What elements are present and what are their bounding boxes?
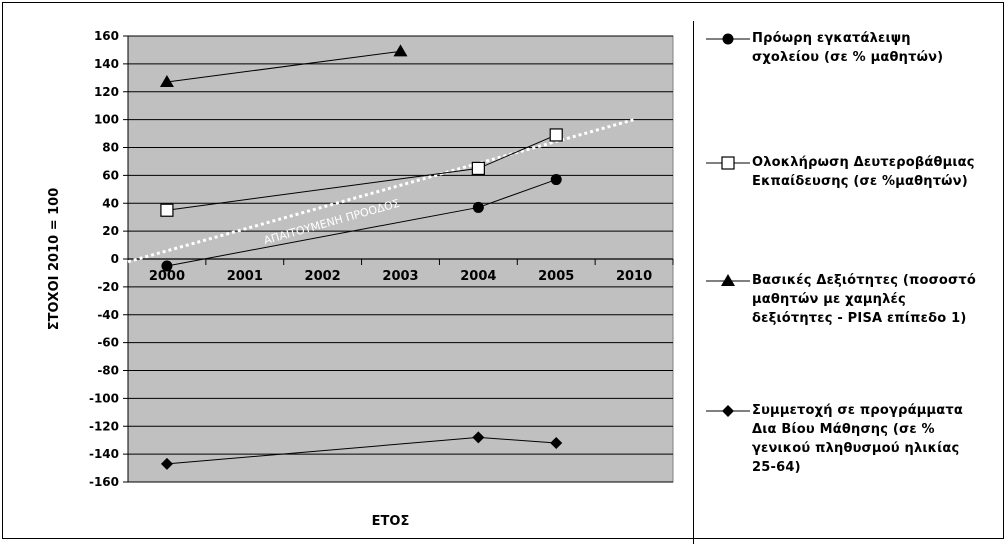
y-tick-label: -80	[97, 364, 119, 378]
data-point-square	[549, 128, 563, 142]
y-tick-label: -40	[97, 308, 119, 322]
data-point-circle	[472, 201, 484, 213]
legend: Πρόωρη εγκατάλειψη σχολείου (σε % μαθητώ…	[693, 21, 1007, 544]
y-tick-label: -60	[97, 336, 119, 350]
y-tick-label: 0	[111, 252, 119, 266]
y-tick-label: -120	[89, 419, 119, 433]
y-tick-label: 20	[102, 224, 119, 238]
legend-symbol-circle	[694, 31, 752, 47]
y-tick-label: 40	[102, 196, 119, 210]
data-point-diamond	[160, 457, 173, 470]
x-tick-label: 2005	[538, 269, 574, 284]
legend-symbol-diamond	[694, 403, 752, 419]
data-point-square	[160, 203, 174, 217]
y-tick-label: -100	[89, 391, 119, 405]
data-point-square	[471, 161, 485, 176]
legend-label: Πρόωρη εγκατάλειψη σχολείου (σε % μαθητώ…	[752, 31, 944, 65]
x-tick-label: 2001	[227, 269, 263, 284]
y-tick-label: 140	[94, 57, 119, 71]
legend-symbol-triangle	[694, 273, 752, 289]
reference-line	[127, 118, 635, 264]
line-chart: 160 140 120 100 80 60 40 20 0 -20 -40 -60 -80 -100 -12…	[47, 29, 674, 529]
series-line-3	[166, 50, 401, 83]
legend-diamond-icon	[722, 405, 734, 417]
legend-label: Ολοκλήρωση Δευτεροβάθμιας Εκπαίδευσης (σ…	[752, 155, 975, 189]
legend-item: Συμμετοχή σε προγράμματα Δια Βίου Μάθηση…	[694, 401, 1007, 477]
data-point-triangle	[159, 74, 174, 87]
legend-label: Βασικές Δεξιότητες (ποσοστό μαθητών με χ…	[752, 273, 976, 326]
legend-label: Συμμετοχή σε προγράμματα Δια Βίου Μάθηση…	[752, 403, 964, 475]
data-point-circle	[550, 174, 562, 186]
legend-triangle-icon	[721, 274, 735, 286]
y-tick-label: 160	[94, 29, 119, 43]
legend-marker-diamond	[706, 405, 750, 417]
x-tick-label: 2000	[149, 269, 185, 284]
data-point-diamond	[472, 431, 485, 444]
y-tick-label: 100	[94, 113, 119, 127]
data-point-circle	[161, 260, 173, 272]
data-point-diamond	[550, 436, 563, 449]
legend-circle-icon	[722, 33, 734, 45]
legend-item: Πρόωρη εγκατάλειψη σχολείου (σε % μαθητώ…	[694, 29, 1007, 67]
x-tick-label: 2004	[460, 269, 496, 284]
legend-marker-circle	[706, 33, 750, 45]
legend-item: Βασικές Δεξιότητες (ποσοστό μαθητών με χ…	[694, 271, 1007, 328]
x-tick-label: 2002	[305, 269, 341, 284]
y-tick-label: 80	[102, 141, 119, 155]
x-axis-title: ΕΤΟΣ	[372, 514, 410, 529]
y-tick-label: 120	[94, 85, 119, 99]
y-axis-title: ΣΤΟΧΟΙ 2010 = 100	[47, 188, 62, 331]
y-tick-label: 60	[102, 168, 119, 182]
y-tick-label: -20	[97, 280, 119, 294]
data-point-triangle	[393, 44, 408, 57]
y-tick-label: -140	[89, 447, 119, 461]
legend-marker-square	[706, 156, 750, 170]
legend-symbol-square	[694, 155, 752, 171]
legend-item: Ολοκλήρωση Δευτεροβάθμιας Εκπαίδευσης (σ…	[694, 153, 1007, 191]
legend-marker-triangle	[706, 274, 750, 286]
y-tick-label: -160	[89, 475, 119, 489]
x-tick-label: 2003	[382, 269, 418, 284]
legend-square-icon	[721, 156, 735, 170]
x-tick-label: 2010	[616, 269, 652, 284]
